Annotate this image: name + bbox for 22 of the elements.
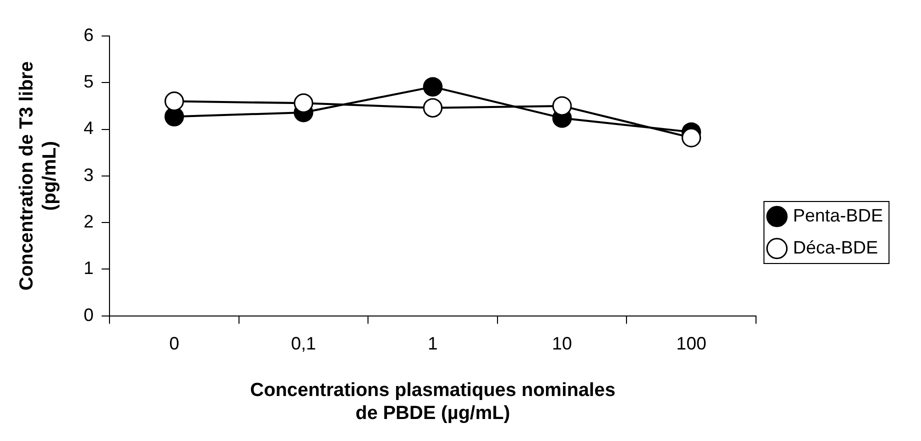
y-tick-label: 0 bbox=[84, 304, 94, 325]
y-axis-title: Concentration de T3 libre (pg/mL) bbox=[16, 61, 60, 290]
point bbox=[294, 93, 314, 113]
y-tick-label: 2 bbox=[84, 212, 94, 232]
point bbox=[552, 96, 572, 116]
legend-label: Penta-BDE bbox=[792, 205, 884, 226]
x-tick-label: 10 bbox=[552, 334, 572, 354]
y-tick-label: 1 bbox=[84, 258, 94, 278]
x-tick-label: 100 bbox=[676, 334, 706, 354]
point bbox=[423, 77, 443, 97]
legend-label: Déca-BDE bbox=[792, 237, 878, 258]
y-tick-label: 3 bbox=[84, 164, 94, 185]
x-axis-title: Concentrations plasmatiques nominales de PBDE (µg/mL) bbox=[250, 380, 616, 424]
point bbox=[682, 128, 702, 148]
y-tick-label: 5 bbox=[84, 72, 94, 92]
point bbox=[423, 98, 443, 118]
point bbox=[164, 92, 184, 112]
y-tick-label: 4 bbox=[84, 118, 94, 138]
x-tick-label: 0,1 bbox=[291, 334, 316, 354]
x-tick-label: 0 bbox=[169, 334, 180, 354]
y-tick-label: 6 bbox=[84, 24, 94, 45]
x-tick-label: 1 bbox=[428, 334, 438, 354]
